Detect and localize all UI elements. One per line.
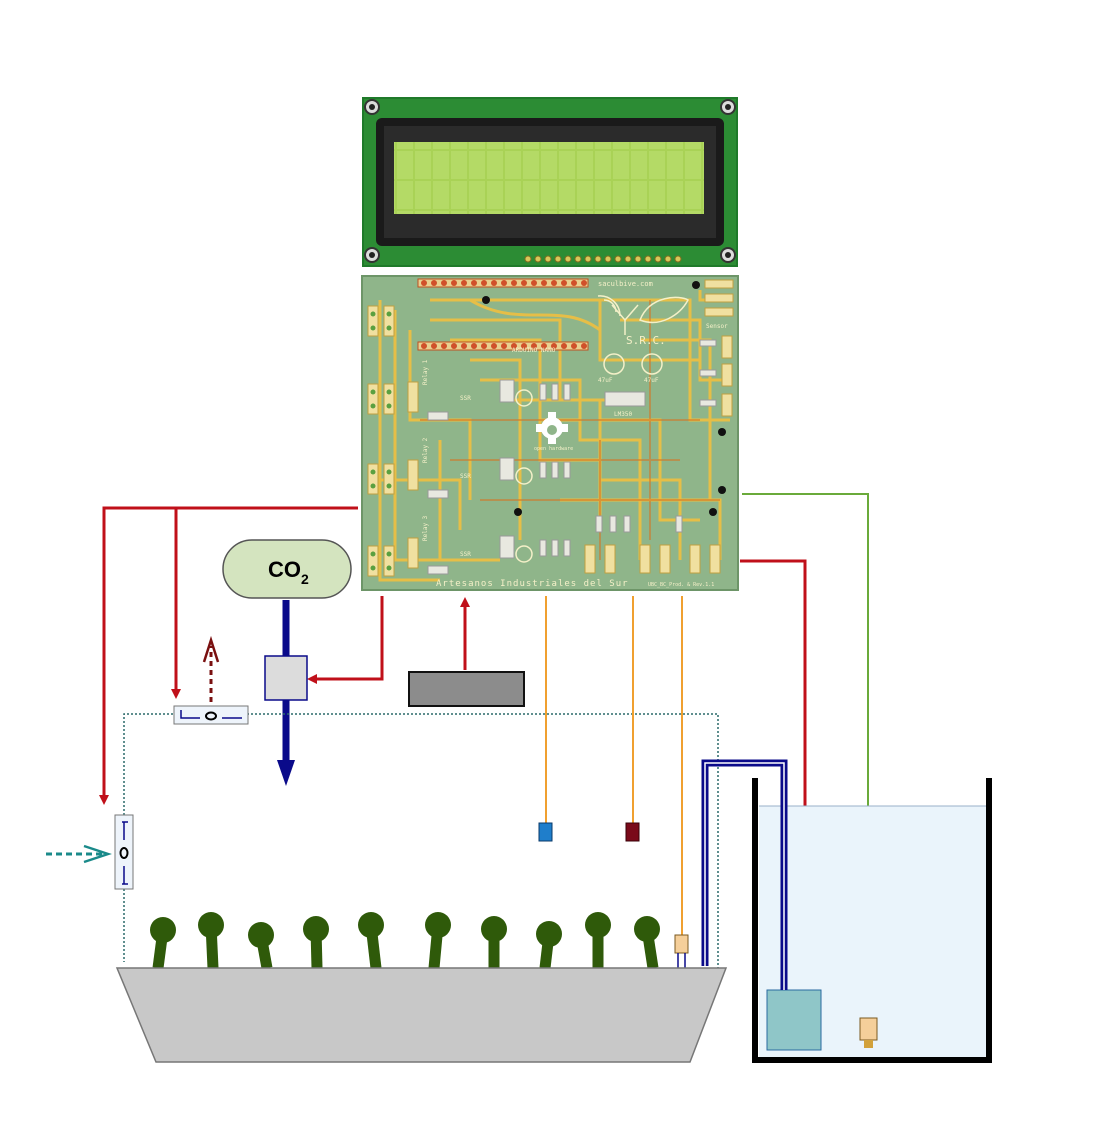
co2-pipe — [277, 600, 295, 786]
pcb-reg-label: LM350 — [614, 411, 632, 418]
plant-icon — [150, 917, 176, 969]
plant-icon — [248, 922, 274, 969]
co2-subscript: 2 — [301, 571, 309, 587]
svg-text:CO2: CO2 — [268, 557, 309, 587]
pcb-relay-label-1: Relay 1 — [422, 359, 429, 385]
plant-icon — [634, 916, 660, 969]
plant-icon — [585, 912, 611, 968]
sensor-wires — [545, 596, 683, 935]
sensor-probe-blue-icon — [538, 822, 553, 842]
level-sensor-probe-icon — [859, 1017, 878, 1048]
vent-valve-top-icon — [173, 705, 249, 725]
plant-row — [150, 912, 660, 969]
vent-valve-left-icon — [114, 814, 134, 890]
plant-icon — [481, 916, 507, 968]
grow-tray-icon — [115, 967, 728, 1063]
pcb-ssr-label-1: SSR — [460, 395, 471, 402]
pcb-arduino-text: ARDUINO NANO — [512, 347, 556, 354]
sensor-probe-red-icon — [625, 822, 640, 842]
greenhouse-enclosure — [123, 713, 719, 968]
plant-icon — [358, 912, 384, 969]
pcb-footer-text: Artesanos Industriales del Sur — [436, 579, 629, 589]
pcb-relay-label-3: Relay 3 — [422, 515, 429, 541]
pcb-cap-label-1: 47uF — [598, 377, 613, 384]
pcb-cap-label-2: 47uF — [644, 377, 659, 384]
sensor-box — [408, 671, 525, 707]
plant-icon — [536, 921, 562, 969]
plant-icon — [303, 916, 329, 969]
air-inlet-arrow — [46, 844, 112, 864]
pcb-version-text: UBC_BC_Prod. & Rev.1.1 — [648, 582, 714, 588]
co2-valve-icon — [264, 655, 308, 701]
sensor-probe-tray-icon — [674, 934, 689, 954]
plant-icon — [425, 912, 451, 969]
pcb-board-icon: saculbive.com S.R.C. ARDUINO NANO open h… — [361, 275, 739, 591]
pcb-relay-label-2: Relay 2 — [422, 437, 429, 463]
plant-icon — [198, 912, 224, 969]
pcb-opensource-text: open hardware — [534, 446, 573, 452]
vent-exhaust-arrow — [202, 635, 220, 702]
pump-icon — [766, 989, 822, 1051]
pcb-website-text: saculbive.com — [598, 280, 653, 288]
lcd-display-icon — [362, 97, 738, 267]
pcb-ssr-label-2: SSR — [460, 473, 471, 480]
power-line-main — [99, 506, 358, 805]
pcb-brand-text: S.R.C. — [626, 334, 666, 347]
co2-tank-icon: CO2 — [222, 539, 352, 599]
pcb-ssr-label-3: SSR — [460, 551, 471, 558]
pcb-sensor-label: Sensor — [706, 323, 728, 330]
power-line-co2-valve — [307, 596, 384, 684]
co2-label: CO — [268, 557, 301, 582]
